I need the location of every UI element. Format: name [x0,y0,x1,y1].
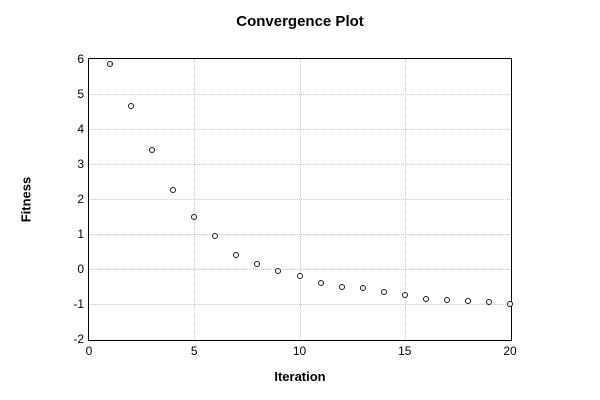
data-point [485,299,492,306]
data-point [149,147,156,153]
gridline-vertical [194,59,196,339]
plot-area [89,59,513,339]
data-point [275,267,282,274]
y-tick-label: 4 [77,122,84,136]
data-point [338,283,345,290]
data-point [507,301,513,307]
y-tick-label: 6 [77,52,84,66]
y-tick-label: 5 [77,87,84,101]
data-point [443,296,450,303]
y-tick-label: 0 [77,262,84,276]
x-tick-label: 5 [190,344,198,358]
chart-title: Convergence Plot [236,13,364,30]
data-point [296,273,303,279]
y-axis-label: Fitness [18,176,34,223]
data-point [380,288,387,295]
y-tick-label: 3 [77,157,84,171]
data-point [317,280,324,286]
data-point [170,187,177,194]
x-tick-label: 0 [85,344,93,358]
data-point [464,297,471,304]
x-tick-label: 15 [398,344,412,358]
data-point [191,213,198,220]
y-tick-label: 2 [77,192,84,206]
data-point [401,292,408,299]
data-point [422,295,429,302]
x-tick-label: 10 [292,344,307,358]
gridline-vertical [404,59,406,339]
data-point [212,232,219,239]
data-point [359,285,366,292]
x-tick-label: 20 [503,344,517,358]
data-point [254,260,261,267]
data-point [107,61,114,68]
y-tick-label: -1 [73,297,84,311]
data-point [128,103,135,110]
gridline-vertical [299,59,301,339]
data-point [233,252,240,258]
y-tick-label: -2 [73,332,84,346]
y-tick-label: 1 [77,227,84,241]
x-axis-label: Iteration [274,369,326,384]
